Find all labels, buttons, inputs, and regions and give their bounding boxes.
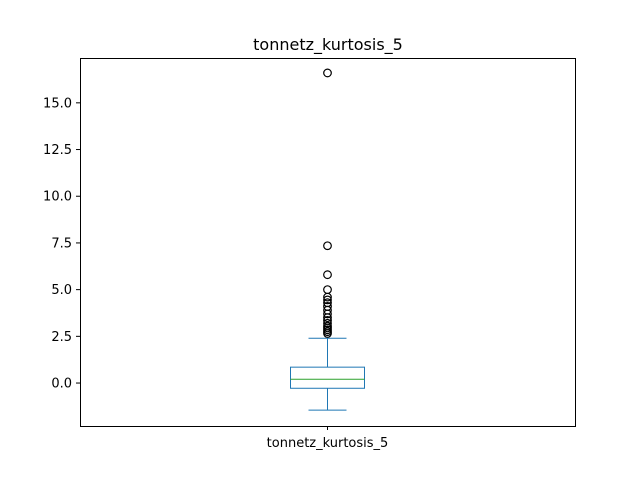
outlier-point xyxy=(323,313,332,323)
y-axis: 0.0 2.5 5.0 7.5 10.0 12.5 15.0 xyxy=(43,96,80,392)
outlier-point xyxy=(323,318,332,328)
y-tick-label: 15.0 xyxy=(43,96,72,111)
outlier-point xyxy=(323,292,332,302)
plot-area xyxy=(290,68,365,411)
y-tick-label: 5.0 xyxy=(51,283,72,298)
y-tick-label: 2.5 xyxy=(51,330,72,345)
x-tick-label: tonnetz_kurtosis_5 xyxy=(267,436,389,451)
outlier-point xyxy=(323,270,332,280)
outlier-point xyxy=(323,285,332,295)
y-tick-label: 12.5 xyxy=(43,143,72,158)
chart-title: tonnetz_kurtosis_5 xyxy=(253,35,403,55)
y-tick-label: 10.0 xyxy=(43,190,72,205)
x-axis: tonnetz_kurtosis_5 xyxy=(267,426,389,451)
outlier-point xyxy=(323,68,332,78)
outlier-point xyxy=(323,241,332,251)
box-iqr xyxy=(290,366,365,389)
y-tick-label: 7.5 xyxy=(51,236,72,251)
y-tick-label: 0.0 xyxy=(51,377,72,392)
outlier-point xyxy=(323,295,332,305)
outlier-point xyxy=(323,329,332,338)
outlier-point xyxy=(323,309,332,319)
